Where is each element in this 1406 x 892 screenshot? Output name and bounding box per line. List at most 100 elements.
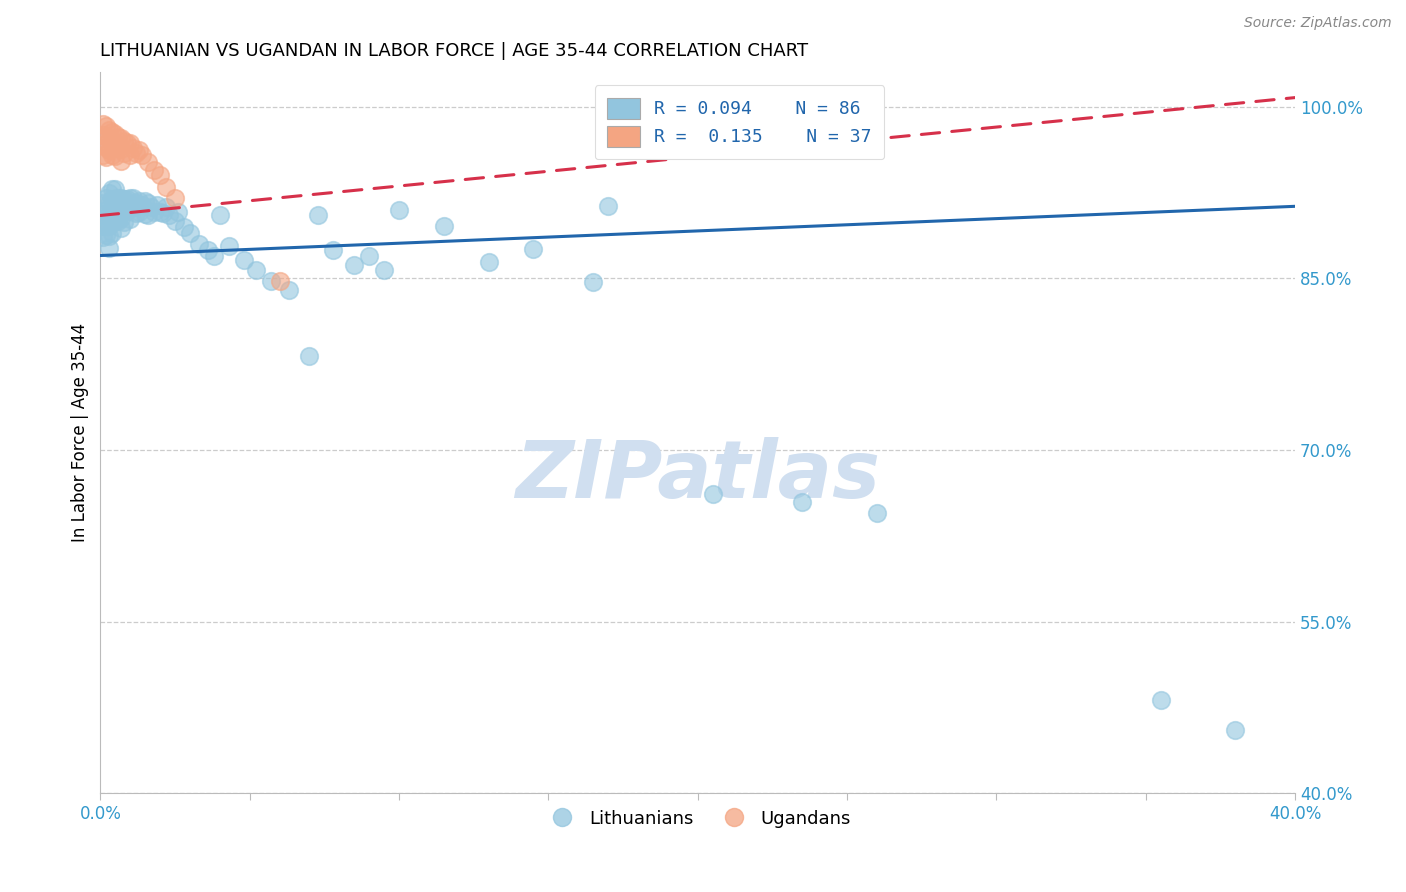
Point: [96, 140, 118, 154]
Point: [98, 207, 121, 221]
Point: [104, 202, 127, 217]
Point: [98, 219, 121, 233]
Point: [792, 494, 814, 508]
Point: [134, 207, 156, 221]
Point: [866, 506, 889, 520]
Point: [134, 194, 156, 208]
Legend: Lithuanians, Ugandans: Lithuanians, Ugandans: [537, 802, 858, 835]
Point: [167, 205, 190, 219]
Point: [373, 263, 395, 277]
Point: [155, 179, 177, 194]
Point: [91, 219, 114, 233]
Text: Source: ZipAtlas.com: Source: ZipAtlas.com: [1244, 16, 1392, 30]
Point: [522, 242, 544, 256]
Point: [112, 193, 135, 207]
Point: [128, 143, 150, 157]
Point: [110, 130, 132, 145]
Point: [96, 191, 118, 205]
Point: [112, 145, 135, 160]
Point: [208, 209, 231, 223]
Point: [136, 154, 159, 169]
Point: [388, 202, 411, 217]
Point: [112, 203, 135, 218]
Point: [702, 486, 724, 500]
Point: [131, 148, 153, 162]
Point: [98, 229, 121, 244]
Point: [125, 206, 148, 220]
Point: [120, 148, 142, 162]
Point: [245, 263, 267, 277]
Point: [152, 206, 174, 220]
Point: [128, 194, 150, 208]
Point: [322, 243, 344, 257]
Point: [91, 148, 114, 162]
Point: [478, 255, 501, 269]
Point: [187, 237, 209, 252]
Y-axis label: In Labor Force | Age 35-44: In Labor Force | Age 35-44: [72, 323, 89, 542]
Point: [120, 201, 142, 215]
Point: [343, 258, 366, 272]
Point: [107, 129, 129, 144]
Point: [101, 215, 124, 229]
Point: [115, 136, 138, 151]
Point: [143, 162, 166, 177]
Point: [101, 136, 124, 151]
Point: [101, 125, 124, 139]
Point: [202, 248, 225, 262]
Point: [433, 219, 456, 233]
Point: [115, 193, 138, 207]
Point: [110, 201, 132, 215]
Point: [120, 136, 142, 151]
Point: [112, 215, 135, 229]
Point: [104, 127, 127, 141]
Point: [107, 191, 129, 205]
Point: [582, 275, 605, 289]
Point: [101, 202, 124, 217]
Point: [596, 199, 619, 213]
Point: [122, 201, 145, 215]
Point: [115, 203, 138, 218]
Point: [173, 219, 195, 234]
Point: [107, 214, 129, 228]
Point: [125, 145, 148, 160]
Point: [96, 129, 118, 144]
Point: [197, 243, 219, 257]
Point: [96, 227, 118, 242]
Point: [128, 205, 150, 219]
Point: [91, 137, 114, 152]
Point: [104, 193, 127, 207]
Point: [104, 182, 127, 196]
Point: [101, 148, 124, 162]
Point: [232, 253, 254, 268]
Point: [139, 201, 162, 215]
Point: [104, 149, 127, 163]
Point: [131, 198, 153, 212]
Point: [298, 349, 321, 363]
Point: [101, 226, 124, 240]
Point: [259, 274, 281, 288]
Point: [96, 211, 118, 225]
Point: [143, 205, 166, 219]
Point: [120, 191, 142, 205]
Point: [91, 128, 114, 143]
Point: [122, 191, 145, 205]
Point: [91, 207, 114, 221]
Point: [110, 211, 132, 225]
Point: [98, 186, 121, 200]
Text: ZIPatlas: ZIPatlas: [515, 437, 880, 516]
Point: [110, 191, 132, 205]
Point: [307, 209, 329, 223]
Text: LITHUANIAN VS UGANDAN IN LABOR FORCE | AGE 35-44 CORRELATION CHART: LITHUANIAN VS UGANDAN IN LABOR FORCE | A…: [100, 42, 808, 60]
Point: [149, 169, 172, 183]
Point: [163, 191, 186, 205]
Point: [122, 141, 145, 155]
Point: [136, 195, 159, 210]
Point: [157, 209, 180, 223]
Point: [163, 214, 186, 228]
Point: [277, 283, 299, 297]
Point: [110, 221, 132, 235]
Point: [98, 143, 121, 157]
Point: [107, 141, 129, 155]
Point: [107, 201, 129, 215]
Point: [96, 119, 118, 133]
